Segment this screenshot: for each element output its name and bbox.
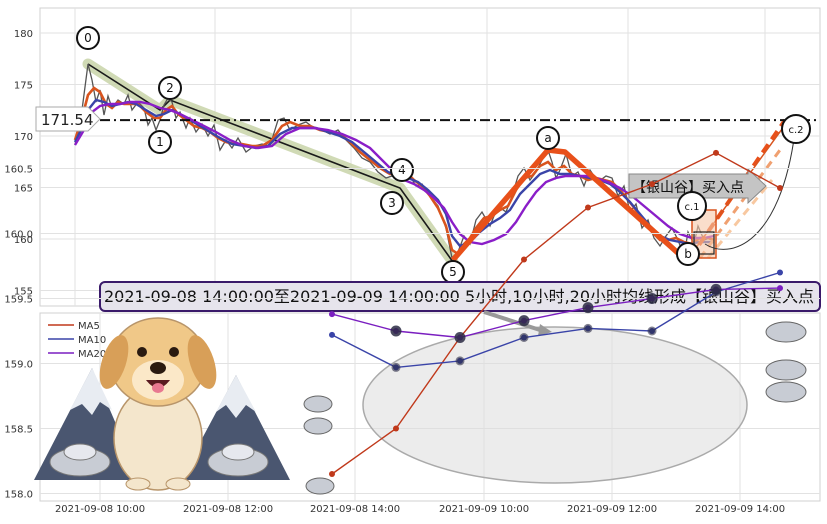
series-point-MA5 bbox=[713, 149, 719, 156]
series-point-MA5 bbox=[521, 256, 527, 263]
series-point-MA5 bbox=[649, 181, 655, 188]
wave-marker-c.1 bbox=[677, 191, 707, 221]
wave-marker-2 bbox=[158, 76, 182, 100]
wave-label-c.1: c.1 bbox=[684, 202, 699, 213]
wave-label-5: 5 bbox=[449, 265, 457, 279]
series-line-MA10 bbox=[331, 271, 781, 369]
wave-label-3: 3 bbox=[388, 196, 396, 210]
series-point-MA5 bbox=[329, 471, 335, 477]
series-point-MA5 bbox=[585, 204, 591, 211]
series-marker-MA10 bbox=[647, 326, 657, 336]
top-y-tick-label: 170 bbox=[14, 132, 33, 143]
wave-marker-0 bbox=[76, 26, 100, 50]
series-point-MA5 bbox=[777, 185, 783, 191]
bottom-x-tick-label: 2021-09-08 10:00 bbox=[55, 504, 145, 515]
bottom-y-ticks: 158.0 158.5 159.0 159.5 160.0 160.5 bbox=[4, 165, 33, 501]
bottom-y-tick-label: 159.0 bbox=[4, 360, 33, 371]
wave-label-0: 0 bbox=[84, 31, 92, 45]
series-point-MA10 bbox=[329, 331, 335, 338]
wave-marker-3 bbox=[380, 191, 404, 215]
price-level-label: 171.54 bbox=[41, 111, 94, 129]
ma20-line bbox=[73, 100, 715, 246]
series-line-MA20 bbox=[331, 287, 781, 339]
wave-label-1: 1 bbox=[156, 135, 164, 149]
banner-arrow bbox=[483, 310, 552, 336]
highlight-ellipse bbox=[362, 326, 748, 484]
top-y-tick-label: 165 bbox=[14, 184, 33, 195]
legend-ma20: MA20 bbox=[78, 349, 106, 360]
bottom-series bbox=[329, 149, 783, 477]
wave-marker-4 bbox=[390, 158, 414, 182]
wave-label-4: 4 bbox=[398, 163, 406, 177]
wave-marker-c.2 bbox=[781, 114, 811, 144]
mountain-illustration bbox=[34, 368, 290, 480]
series-marker-MA10 bbox=[711, 287, 721, 297]
bottom-x-tick-label: 2021-09-08 14:00 bbox=[310, 504, 400, 515]
silver-ingot-icons bbox=[303, 321, 807, 495]
top-y-tick-label: 160 bbox=[14, 235, 33, 246]
wave-markers: 0 1 2 3 4 5 a b c.1 c.2 bbox=[76, 26, 811, 284]
series-point-MA10 bbox=[777, 269, 783, 276]
wave-label-c.2: c.2 bbox=[788, 125, 803, 136]
series-marker-MA20 bbox=[390, 325, 402, 337]
series-line-MA5 bbox=[331, 152, 781, 475]
series-marker-MA10 bbox=[519, 333, 529, 342]
series-marker-MA10 bbox=[583, 323, 593, 333]
top-y-tick-label: 180 bbox=[14, 29, 33, 40]
bottom-y-tick-label: 158.0 bbox=[4, 490, 33, 501]
price-level-tag: 171.54 bbox=[35, 106, 101, 132]
projection-line-3 bbox=[706, 179, 774, 259]
wave-marker-1 bbox=[148, 130, 172, 154]
bottom-x-tick-label: 2021-09-09 10:00 bbox=[439, 504, 529, 515]
top-plot-area bbox=[39, 7, 821, 307]
wave-label-2: 2 bbox=[166, 81, 174, 95]
series-point-MA20 bbox=[777, 285, 783, 292]
bottom-x-tick-label: 2021-09-09 14:00 bbox=[695, 504, 785, 515]
series-marker-MA10 bbox=[391, 362, 401, 372]
series-point-MA5 bbox=[393, 425, 399, 432]
series-marker-MA20 bbox=[518, 315, 530, 327]
signal-tag: 【银山谷】买入点 bbox=[628, 167, 767, 205]
signal-curve bbox=[704, 131, 796, 250]
wave-label-a: a bbox=[544, 131, 551, 145]
top-y-ticks: 155 160 165 170 175 180 bbox=[14, 29, 33, 298]
bottom-x-ticks: 2021-09-08 10:00 2021-09-08 12:00 2021-09-… bbox=[55, 504, 785, 515]
bottom-y-tick-label: 159.5 bbox=[4, 295, 33, 306]
wave-marker-a bbox=[536, 126, 560, 150]
series-marker-MA10 bbox=[455, 356, 465, 366]
series-marker-MA20 bbox=[646, 293, 658, 304]
signal-tag-label: 【银山谷】买入点 bbox=[632, 180, 744, 196]
dog-illustration bbox=[99, 317, 217, 491]
wave-label-b: b bbox=[684, 247, 692, 261]
legend: MA5 MA10 MA20 bbox=[48, 321, 106, 360]
legend-ma5: MA5 bbox=[78, 321, 100, 332]
series-point-MA20 bbox=[329, 311, 335, 318]
bottom-y-tick-label: 158.5 bbox=[4, 425, 33, 436]
bottom-y-tick-label: 160.5 bbox=[4, 165, 33, 176]
bottom-x-tick-label: 2021-09-08 12:00 bbox=[183, 504, 273, 515]
wave-marker-b bbox=[676, 242, 700, 266]
bottom-y-tick-label: 160.0 bbox=[4, 230, 33, 241]
signal-box-inner bbox=[693, 231, 715, 255]
wave-path bbox=[450, 147, 690, 265]
series-marker-MA20 bbox=[582, 302, 594, 314]
series-marker-MA20 bbox=[454, 332, 466, 343]
top-y-tick-label: 155 bbox=[14, 287, 33, 298]
top-y-tick-label: 175 bbox=[14, 81, 33, 92]
legend-ma10: MA10 bbox=[78, 335, 106, 346]
bottom-x-tick-label: 2021-09-09 12:00 bbox=[567, 504, 657, 515]
